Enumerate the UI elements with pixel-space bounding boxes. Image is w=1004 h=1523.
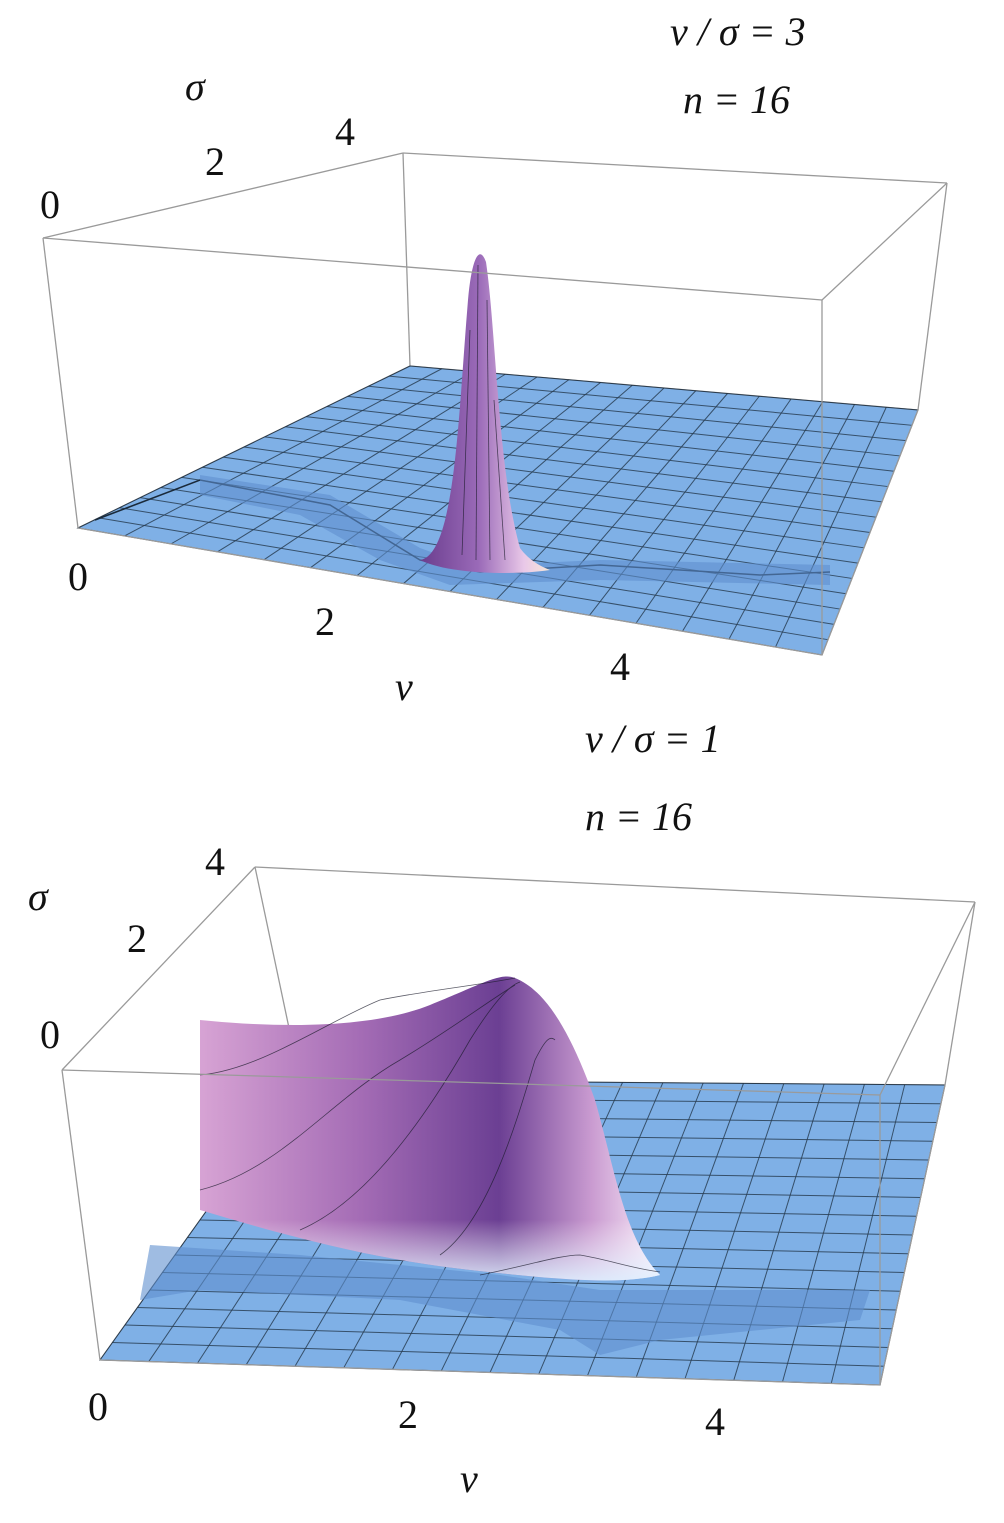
mesh-line [285,426,883,503]
mesh-line [635,398,792,624]
panel-2: 0 2 4 σ 0 2 4 ν ν / σ = 1 n = 16 [28,716,976,1501]
mesh-line [306,416,889,488]
box-edge [917,182,948,411]
bounding-box-front [61,901,976,1386]
peak-surface [420,254,550,573]
annotation-n: n = 16 [683,77,790,122]
mesh-line [368,385,907,442]
x-tick-label: 2 [315,599,335,644]
bounding-box-front [42,182,948,656]
annotation-n: n = 16 [585,794,692,839]
y-tick-label: 0 [40,182,60,227]
mesh-line [682,401,824,632]
box-edge [99,1359,881,1386]
y-axis-label: σ [185,64,206,109]
box-edge [42,237,823,301]
mesh-line [243,446,871,533]
annotation-ratio: ν / σ = 1 [585,716,721,761]
box-edge [42,237,79,529]
y-tick-label: 2 [127,916,147,961]
peak-mesh [461,264,506,561]
box-edge [77,527,823,656]
x-tick-label: 4 [705,1399,725,1444]
x-tick-label: 4 [610,644,630,689]
box-edge [254,866,976,903]
x-axis-label: ν [460,1456,478,1501]
contour-band [200,475,830,585]
mesh-line [775,407,887,648]
ridge-mesh [199,977,661,1276]
y-axis-label: σ [28,874,49,919]
mesh-line [830,1084,906,1384]
mesh-line [728,404,855,640]
x-tick-label: 0 [88,1384,108,1429]
mesh-line [782,1084,865,1383]
x-axis-label: ν [395,664,413,709]
box-edge [42,152,404,239]
annotation-ratio: ν / σ = 3 [670,9,806,54]
mesh-line [264,436,877,518]
y-tick-label: 4 [335,109,355,154]
y-tick-label: 2 [205,139,225,184]
mesh-line [347,395,901,457]
box-edge [402,152,411,367]
box-edge [61,866,256,1071]
box-edge [61,1069,881,1096]
y-tick-label: 4 [205,839,225,884]
box-edge [61,1069,101,1361]
y-tick-label: 0 [40,1012,60,1057]
box-edge [821,409,919,656]
box-edge [821,182,948,301]
panel-1: 0 2 4 σ 0 2 4 ν ν / σ = 3 n = 16 [40,9,948,709]
box-edge [879,1084,946,1386]
ridge-fade [200,976,660,1281]
x-tick-label: 2 [398,1392,418,1437]
box-edge [944,901,976,1086]
contour-band [140,1245,870,1355]
box-edge [879,901,976,1096]
mesh-line [326,406,895,472]
x-tick-label: 0 [68,554,88,599]
box-edge [402,152,948,184]
